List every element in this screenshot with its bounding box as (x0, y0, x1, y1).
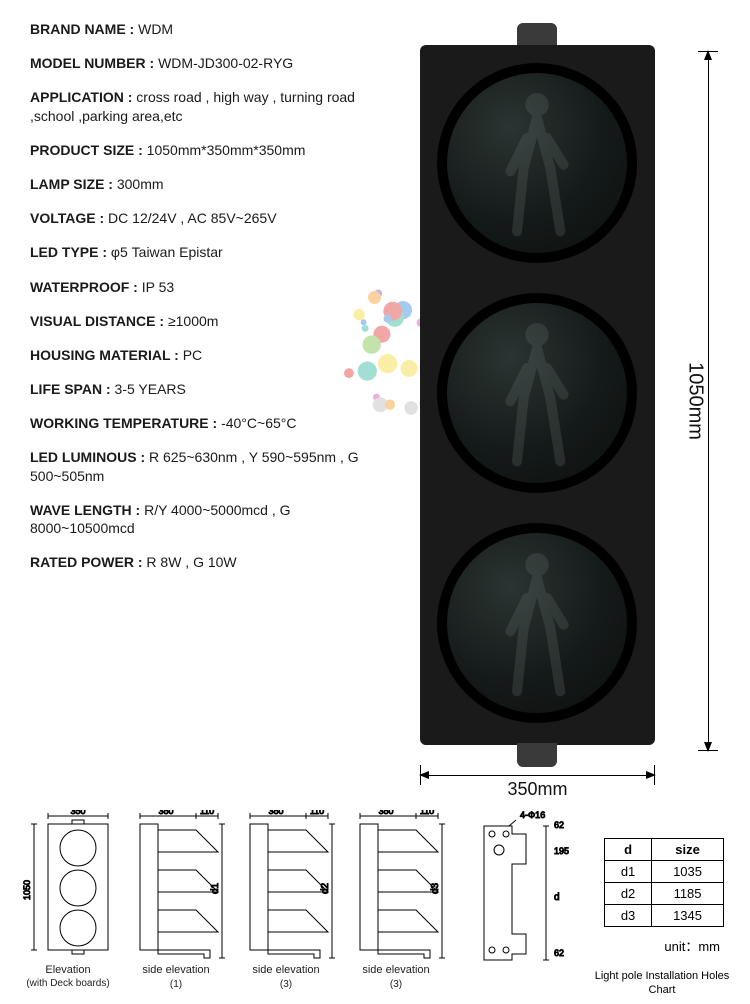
mount-top (517, 23, 557, 47)
spec-row: VOLTAGE : DC 12/24V , AC 85V~265V (30, 209, 390, 227)
svg-text:195: 195 (554, 846, 569, 856)
svg-text:110: 110 (420, 810, 434, 816)
spec-value: IP 53 (142, 279, 174, 295)
spec-value: -40°C~65°C (221, 415, 296, 431)
spec-row: LED LUMINOUS : R 625~630nm , Y 590~595nm… (30, 448, 390, 484)
spec-label: APPLICATION : (30, 89, 136, 105)
spec-row: MODEL NUMBER : WDM-JD300-02-RYG (30, 54, 390, 72)
drawing-side-1: 380 110 d1 side elevation (1) (126, 810, 226, 992)
spec-label: VOLTAGE : (30, 210, 108, 226)
spec-label: BRAND NAME : (30, 21, 138, 37)
elevation-caption: Elevation (20, 964, 116, 978)
svg-text:1050: 1050 (22, 880, 32, 900)
spec-row: LED TYPE : φ5 Taiwan Epistar (30, 243, 390, 261)
spec-label: LED TYPE : (30, 244, 111, 260)
svg-text:62: 62 (554, 820, 564, 830)
spec-row: LIFE SPAN : 3-5 YEARS (30, 380, 390, 398)
svg-text:380: 380 (158, 810, 173, 816)
spec-row: WATERPROOF : IP 53 (30, 278, 390, 296)
svg-text:d2: d2 (320, 882, 331, 894)
svg-text:d1: d1 (210, 882, 221, 894)
dim-vertical: 1050mm (694, 51, 724, 751)
spec-row: LAMP SIZE : 300mm (30, 175, 390, 193)
spec-label: MODEL NUMBER : (30, 55, 158, 71)
pole-caption: Light pole Installation Holes Chart (592, 970, 732, 998)
spec-value: ≥1000m (168, 313, 219, 329)
svg-text:d3: d3 (430, 882, 441, 894)
svg-text:4-Φ16: 4-Φ16 (520, 810, 545, 820)
svg-text:d: d (554, 892, 560, 903)
svg-text:62: 62 (554, 948, 564, 958)
drawing-side-3: 380 110 d3 side elevation (3) (346, 810, 446, 992)
spec-row: BRAND NAME : WDM (30, 20, 390, 38)
spec-value: 300mm (117, 176, 164, 192)
spec-value: 1050mm*350mm*350mm (147, 142, 306, 158)
spec-value: PC (183, 347, 202, 363)
spec-label: VISUAL DISTANCE : (30, 313, 168, 329)
spec-label: LED LUMINOUS : (30, 449, 149, 465)
spec-value: WDM-JD300-02-RYG (158, 55, 293, 71)
spec-row: WAVE LENGTH : R/Y 4000~5000mcd , G 8000~… (30, 501, 390, 537)
spec-label: LIFE SPAN : (30, 381, 115, 397)
spec-label: WAVE LENGTH : (30, 502, 144, 518)
spec-row: APPLICATION : cross road , high way , tu… (30, 88, 390, 124)
svg-text:350: 350 (70, 810, 85, 816)
elevation-subcaption: (with Deck boards) (20, 978, 116, 991)
spec-value: φ5 Taiwan Epistar (111, 244, 223, 260)
dim-height-label: 1050mm (684, 362, 707, 440)
th-d: d (605, 839, 652, 861)
svg-text:110: 110 (310, 810, 324, 816)
spec-label: RATED POWER : (30, 554, 146, 570)
lens-mid (437, 293, 637, 493)
drawing-bracket: 4-Φ16 62 Φ25 195 d 62 (454, 810, 574, 965)
spec-label: LAMP SIZE : (30, 176, 117, 192)
spec-row: WORKING TEMPERATURE : -40°C~65°C (30, 414, 390, 432)
spec-row: HOUSING MATERIAL : PC (30, 346, 390, 364)
spec-value: 3-5 YEARS (115, 381, 186, 397)
spec-label: WATERPROOF : (30, 279, 142, 295)
unit-note: unit：mm (664, 936, 720, 955)
spec-label: WORKING TEMPERATURE : (30, 415, 221, 431)
spec-value: DC 12/24V , AC 85V~265V (108, 210, 277, 226)
product-illustration: 1050mm 350mm (400, 15, 730, 785)
size-table: dsize d11035 d21185 d31345 (604, 838, 724, 927)
spec-value: R 8W , G 10W (146, 554, 236, 570)
svg-text:110: 110 (200, 810, 214, 816)
spec-label: PRODUCT SIZE : (30, 142, 147, 158)
technical-drawings: 350 1050 Elevation (with Deck boards) 38… (20, 810, 730, 995)
drawing-elevation: 350 1050 Elevation (with Deck boards) (20, 810, 116, 990)
lens-bot (437, 523, 637, 723)
dim-width-label: 350mm (507, 779, 567, 800)
spec-value: WDM (138, 21, 173, 37)
svg-text:380: 380 (378, 810, 393, 816)
spec-list: BRAND NAME : WDM MODEL NUMBER : WDM-JD300… (30, 20, 390, 587)
th-size: size (652, 839, 724, 861)
spec-label: HOUSING MATERIAL : (30, 347, 183, 363)
lens-top (437, 63, 637, 263)
svg-text:380: 380 (268, 810, 283, 816)
dim-horizontal: 350mm (420, 761, 655, 791)
spec-row: VISUAL DISTANCE : ≥1000m (30, 312, 390, 330)
drawing-side-2: 380 110 d2 side elevation (3) (236, 810, 336, 992)
spec-row: RATED POWER : R 8W , G 10W (30, 553, 390, 571)
spec-row: PRODUCT SIZE : 1050mm*350mm*350mm (30, 141, 390, 159)
housing (420, 45, 655, 745)
